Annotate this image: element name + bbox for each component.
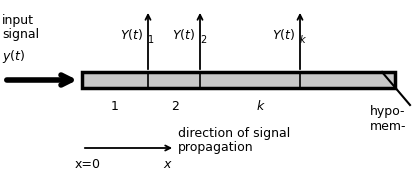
Text: 1: 1 <box>111 100 119 113</box>
Text: signal: signal <box>2 28 39 41</box>
Text: x=0: x=0 <box>75 158 101 171</box>
Bar <box>82 72 395 88</box>
Text: $Y(t)$: $Y(t)$ <box>172 28 195 42</box>
Text: $Y(t)$: $Y(t)$ <box>272 28 295 42</box>
Text: k: k <box>300 35 305 45</box>
Text: $x$: $x$ <box>163 158 173 171</box>
Text: mem-: mem- <box>370 120 406 133</box>
Text: 2: 2 <box>171 100 179 113</box>
Text: propagation: propagation <box>178 141 253 154</box>
Text: $Y(t)$: $Y(t)$ <box>120 28 143 42</box>
Text: input: input <box>2 14 34 27</box>
Text: 2: 2 <box>200 35 206 45</box>
Text: 1: 1 <box>148 35 154 45</box>
Text: direction of signal: direction of signal <box>178 127 290 140</box>
Text: $y(t)$: $y(t)$ <box>2 48 25 65</box>
Text: k: k <box>256 100 264 113</box>
Text: hypo-: hypo- <box>370 105 406 118</box>
